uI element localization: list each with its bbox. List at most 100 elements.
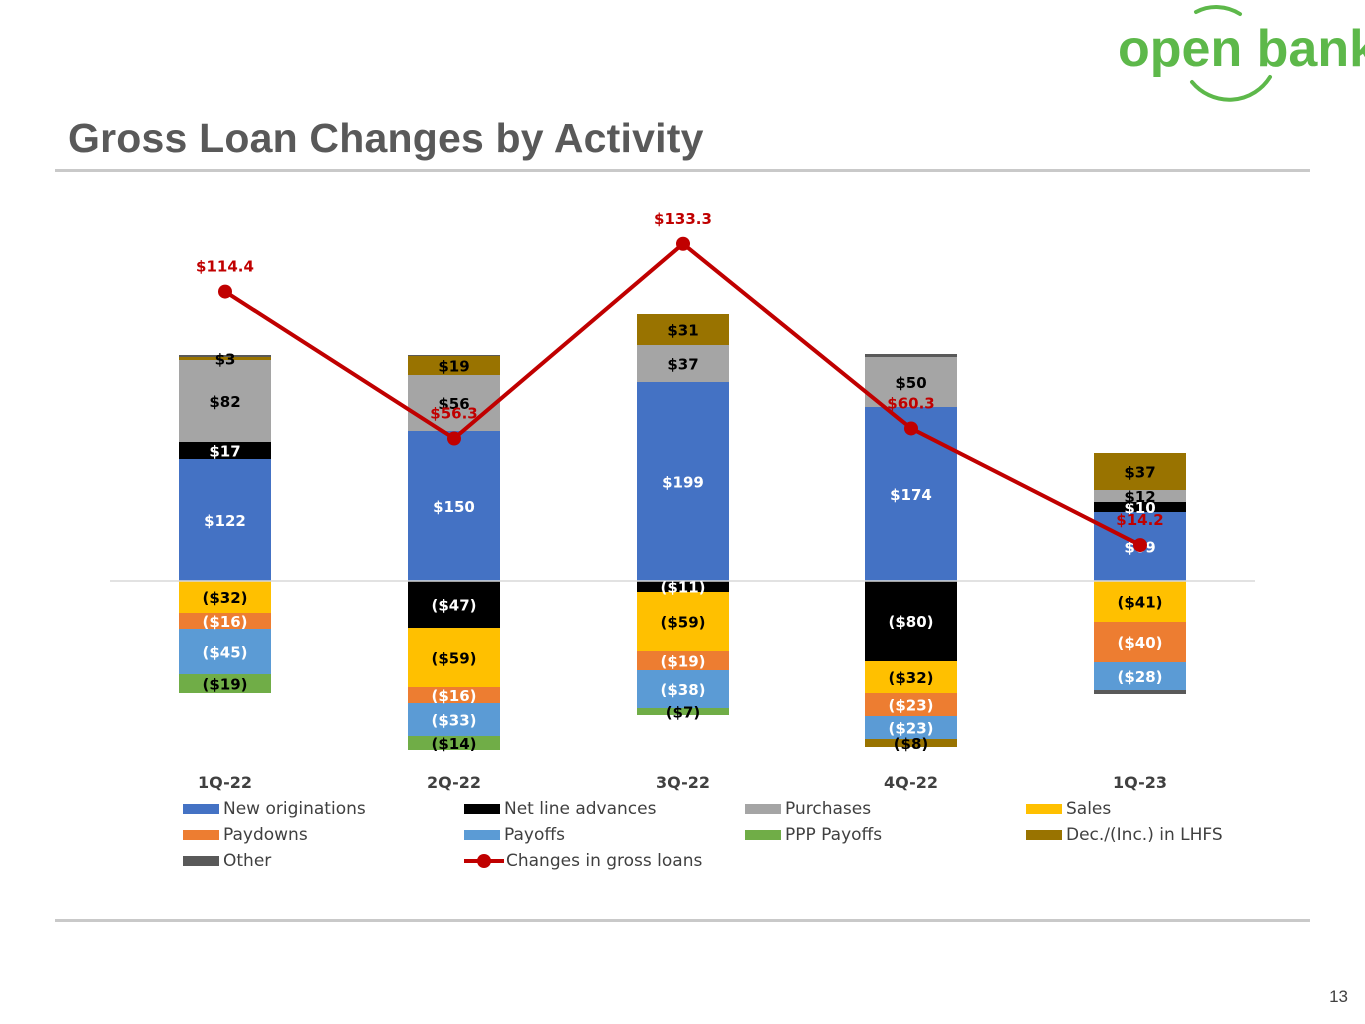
legend-item-purchases: Purchases [745, 798, 1026, 820]
bar-new_orig-2Q-22 [408, 431, 500, 581]
legend-item-other: Other [183, 850, 464, 872]
bar-payoffs-2Q-22 [408, 703, 500, 736]
bar-paydowns-4Q-22 [865, 693, 957, 716]
legend-swatch [464, 830, 500, 840]
bar-net_line-2Q-22 [408, 581, 500, 628]
bar-label-ppp-1Q-22: ($19) [202, 676, 247, 694]
bar-label-paydowns-1Q-23: ($40) [1117, 634, 1162, 652]
legend-swatch [464, 804, 500, 814]
line-series-layer: $114.4 $56.3 $133.3 $60.3 $14.2 [196, 210, 1164, 553]
bar-other-4Q-22 [865, 354, 957, 357]
bar-label-payoffs-4Q-22: ($23) [888, 720, 933, 738]
bar-label-purchases-2Q-22: $56 [438, 395, 469, 413]
bar-net_line-3Q-22 [637, 581, 729, 592]
line-label-3Q-22: $133.3 [654, 210, 712, 228]
bar-lhfs-4Q-22 [865, 739, 957, 747]
bar-net_line-1Q-22 [179, 442, 271, 459]
bar-label-payoffs-3Q-22: ($38) [660, 681, 705, 699]
bar-label-new_orig-3Q-22: $199 [662, 474, 704, 492]
bar-other-2Q-22 [408, 355, 500, 356]
legend-swatch [183, 856, 219, 866]
bar-label-sales-3Q-22: ($59) [660, 614, 705, 632]
bar-paydowns-1Q-22 [179, 613, 271, 629]
bar-payoffs-1Q-22 [179, 629, 271, 674]
bar-paydowns-1Q-23 [1094, 622, 1186, 662]
page-title: Gross Loan Changes by Activity [68, 115, 704, 161]
legend-label: Changes in gross loans [506, 851, 703, 871]
x-tick-label: 2Q-22 [427, 773, 481, 792]
chart-legend: New originations Net line advances Purchas… [183, 798, 1303, 872]
bar-purchases-4Q-22 [865, 357, 957, 407]
bar-label-new_orig-4Q-22: $174 [890, 486, 932, 504]
legend-label: Payoffs [504, 825, 565, 845]
bar-lhfs-2Q-22 [408, 356, 500, 375]
bar-label-lhfs-2Q-22: $19 [438, 358, 469, 376]
line-point-4Q-22 [904, 421, 918, 436]
legend-swatch [745, 804, 781, 814]
line-point-1Q-22 [218, 284, 232, 299]
legend-label: Sales [1066, 799, 1112, 819]
legend-swatch [1026, 830, 1062, 840]
bar-label-purchases-4Q-22: $50 [895, 374, 926, 392]
bar-payoffs-4Q-22 [865, 716, 957, 739]
bar-purchases-1Q-22 [179, 360, 271, 442]
bar-label-lhfs-4Q-22: ($8) [894, 735, 929, 753]
legend-item-sales: Sales [1026, 798, 1296, 820]
bar-net_line-1Q-23 [1094, 502, 1186, 512]
line-point-2Q-22 [447, 431, 461, 446]
line-label-2Q-22: $56.3 [430, 405, 477, 423]
x-tick-label: 3Q-22 [656, 773, 710, 792]
legend-item-payoffs: Payoffs [464, 824, 745, 846]
footer-divider [55, 919, 1310, 922]
bar-label-payoffs-1Q-22: ($45) [202, 644, 247, 662]
bar-sales-4Q-22 [865, 661, 957, 693]
legend-item-changes-in-gross-loans: Changes in gross loans [464, 850, 745, 872]
bar-label-paydowns-3Q-22: ($19) [660, 653, 705, 671]
bar-label-sales-1Q-22: ($32) [202, 589, 247, 607]
x-tick-label: 1Q-22 [198, 773, 252, 792]
bar-label-net_line-2Q-22: ($47) [431, 597, 476, 615]
bar-label-net_line-4Q-22: ($80) [888, 613, 933, 631]
bar-label-sales-4Q-22: ($32) [888, 669, 933, 687]
page-number: 13 [1329, 987, 1348, 1006]
bar-label-lhfs-3Q-22: $31 [667, 322, 698, 340]
legend-item-new_orig: New originations [183, 798, 464, 820]
bar-label-net_line-1Q-23: $10 [1124, 499, 1155, 517]
legend-item-paydowns: Paydowns [183, 824, 464, 846]
bar-label-ppp-2Q-22: ($14) [431, 735, 476, 753]
line-label-1Q-23: $14.2 [1116, 511, 1163, 529]
openbank-logo: open bank [1110, 2, 1365, 102]
bar-sales-1Q-22 [179, 581, 271, 613]
x-tick-label: 4Q-22 [884, 773, 938, 792]
bar-label-net_line-3Q-22: ($11) [660, 579, 705, 597]
bar-ppp-3Q-22 [637, 708, 729, 715]
legend-label: Dec./(Inc.) in LHFS [1066, 825, 1223, 845]
bar-label-new_orig-1Q-22: $122 [204, 512, 246, 530]
legend-label: PPP Payoffs [785, 825, 883, 845]
legend-line-marker [464, 854, 504, 868]
bar-purchases-2Q-22 [408, 375, 500, 431]
legend-item-ppp: PPP Payoffs [745, 824, 1026, 846]
bar-label-purchases-1Q-23: $12 [1124, 488, 1155, 506]
legend-swatch [183, 804, 219, 814]
legend-swatch [183, 830, 219, 840]
bar-label-purchases-1Q-22: $82 [209, 393, 240, 411]
bar-lhfs-3Q-22 [637, 314, 729, 345]
bar-sales-3Q-22 [637, 592, 729, 651]
bar-paydowns-3Q-22 [637, 651, 729, 670]
legend-label: Other [223, 851, 272, 871]
legend-item-net_line: Net line advances [464, 798, 745, 820]
bar-purchases-1Q-23 [1094, 490, 1186, 502]
title-divider [55, 169, 1310, 172]
bar-ppp-2Q-22 [408, 736, 500, 750]
line-label-4Q-22: $60.3 [887, 394, 934, 412]
bar-new_orig-1Q-22 [179, 459, 271, 581]
bar-other-1Q-23 [1094, 690, 1186, 694]
bar-net_line-4Q-22 [865, 581, 957, 661]
line-point-3Q-22 [676, 236, 690, 251]
bars-layer [179, 314, 1186, 750]
bar-label-net_line-1Q-22: $17 [209, 443, 240, 461]
x-tick-label: 1Q-23 [1113, 773, 1167, 792]
legend-swatch [1026, 804, 1062, 814]
